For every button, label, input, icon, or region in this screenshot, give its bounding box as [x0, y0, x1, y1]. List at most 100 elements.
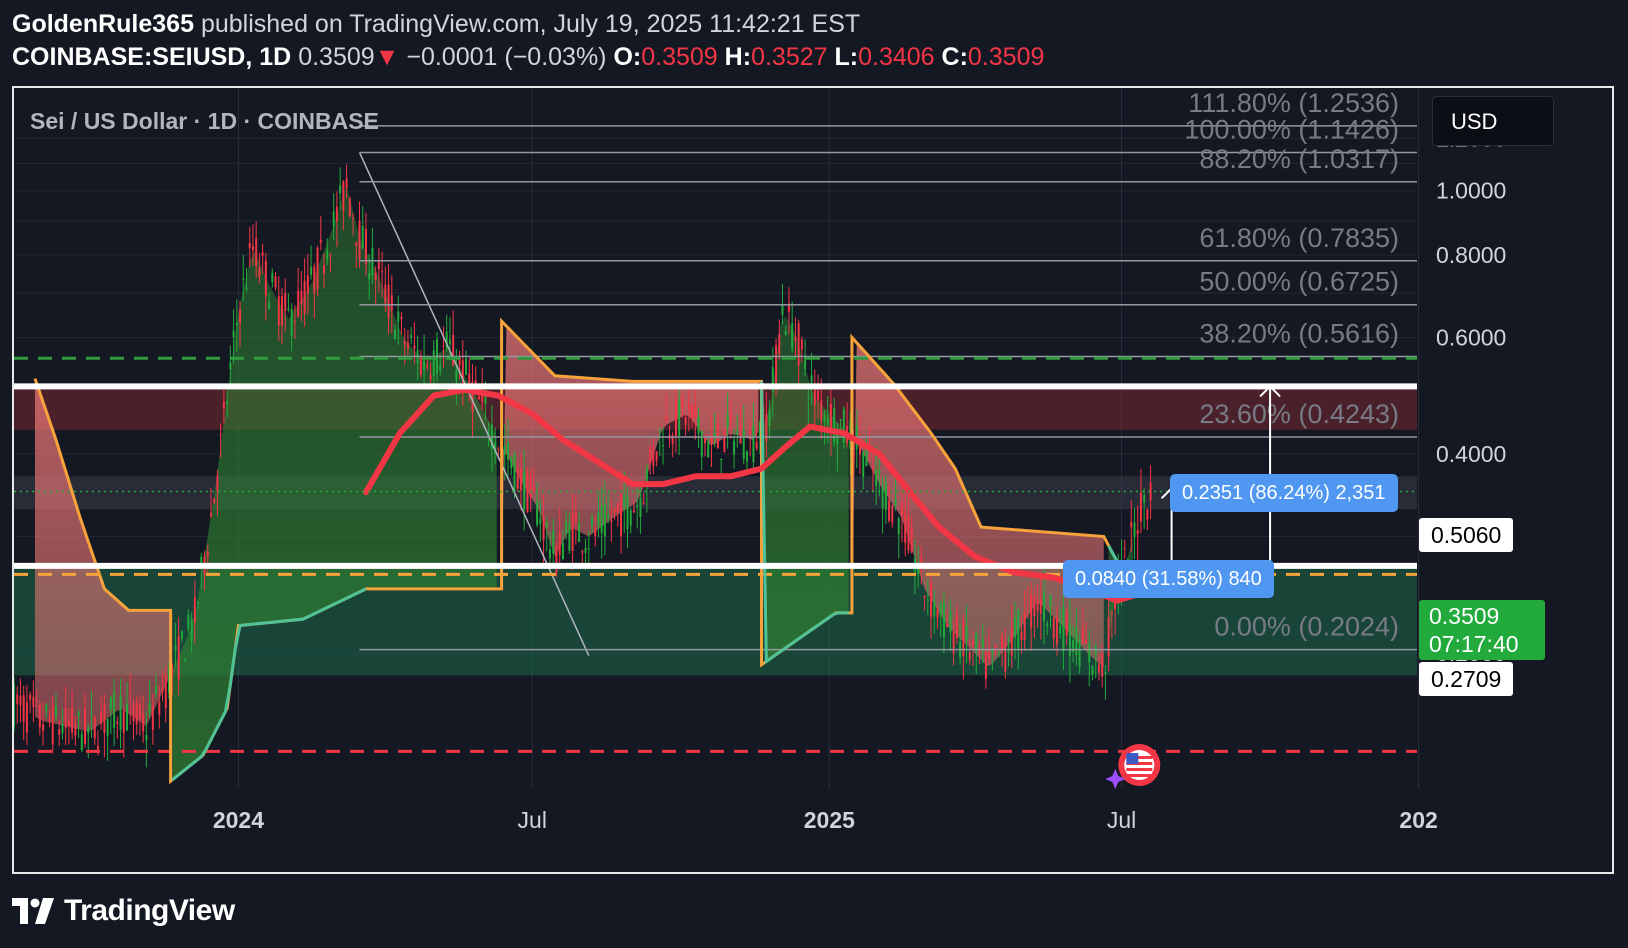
candle-body — [410, 334, 413, 338]
candle-body — [132, 705, 135, 721]
candle-body — [900, 502, 903, 516]
candle-body — [64, 708, 67, 729]
candle-body — [804, 355, 807, 369]
candle-body — [406, 342, 409, 349]
candle-body — [352, 218, 355, 220]
candle-body — [248, 243, 251, 249]
publish-info: published on TradingView.com, July 19, 2… — [194, 10, 861, 38]
candle-body — [403, 341, 406, 345]
candle-body — [200, 556, 203, 564]
candle-body — [684, 417, 687, 426]
candle-body — [1097, 665, 1100, 673]
low-label: L: — [834, 43, 859, 71]
candle-body — [771, 367, 774, 392]
candle-body — [1001, 635, 1004, 651]
candle-body — [519, 469, 522, 491]
candle-body — [1123, 548, 1126, 550]
candle-body — [142, 713, 145, 732]
candle-body — [1059, 626, 1062, 634]
candle-body — [503, 446, 506, 455]
us-flag-event-icon[interactable] — [1105, 744, 1161, 789]
lower-level-price-tag: 0.2709 — [1419, 662, 1514, 696]
fib-trend-line — [358, 152, 590, 656]
candle-body — [833, 407, 836, 443]
candle-body — [316, 247, 319, 290]
candle-body — [358, 220, 361, 260]
candle-body — [858, 438, 861, 455]
fib-level-label: 23.60% (0.4243) — [1199, 399, 1399, 429]
publish-header: GoldenRule365 published on TradingView.c… — [12, 8, 1044, 74]
candle-body — [526, 471, 529, 513]
candle-body — [532, 486, 535, 493]
candle-body — [1130, 521, 1133, 528]
candle-body — [600, 505, 603, 534]
candle-body — [1023, 611, 1026, 641]
candle-body — [151, 706, 154, 730]
candle-body — [765, 414, 768, 442]
candle-body — [968, 651, 971, 660]
open-value: 0.3509 — [641, 43, 718, 71]
candle-body — [297, 290, 300, 317]
candle-body — [936, 609, 939, 619]
measure-label-short[interactable]: 0.0840 (31.58%) 840 — [1063, 560, 1274, 598]
candle-body — [222, 401, 225, 409]
candle-body — [1107, 616, 1110, 657]
close-value: 0.3509 — [967, 43, 1045, 71]
candle-body — [555, 546, 558, 573]
green-trend-fill — [172, 185, 497, 780]
candle-body — [261, 252, 264, 256]
candle-body — [232, 330, 235, 338]
candle-body — [1043, 592, 1046, 621]
candle-body — [155, 686, 158, 694]
candle-body — [22, 695, 25, 722]
candle-body — [1110, 612, 1113, 614]
candle-body — [116, 721, 119, 724]
price-change: −0.0001 (−0.03%) — [406, 43, 607, 71]
candle-body — [645, 468, 648, 487]
candle-body — [875, 469, 878, 487]
fib-level-label: 0.00% (0.2024) — [1214, 612, 1399, 642]
last-price: 0.3509 — [298, 43, 375, 71]
measure-label-long[interactable]: 0.2351 (86.24%) 2,351 — [1170, 474, 1398, 512]
candle-body — [348, 198, 351, 217]
y-axis-tick-label: 1.0000 — [1436, 178, 1506, 204]
candle-body — [426, 365, 429, 368]
candle-body — [1143, 494, 1146, 503]
candle-body — [1007, 650, 1010, 654]
chart-frame[interactable]: 111.80% (1.2536) 100.00% (1.1426) 88.20% (… — [12, 86, 1614, 874]
candle-body — [613, 508, 616, 512]
candles — [14, 164, 1152, 768]
currency-button[interactable]: USD — [1432, 96, 1554, 146]
flag-stripe — [1126, 762, 1153, 765]
candle-body — [1046, 623, 1049, 626]
candle-body — [42, 724, 45, 731]
last-price-value: 0.3509 — [1429, 603, 1500, 629]
candle-body — [216, 475, 219, 492]
moving-average-line — [362, 386, 1140, 604]
candle-body — [161, 689, 164, 693]
candle-body — [778, 334, 781, 354]
candle-body — [84, 708, 87, 744]
candle-body — [374, 272, 377, 280]
candle-body — [1133, 522, 1136, 538]
candle-body — [271, 273, 274, 282]
candle-body — [704, 438, 707, 444]
candle-body — [942, 602, 945, 638]
candle-body — [594, 529, 597, 537]
candle-body — [671, 435, 674, 444]
candle-body — [239, 309, 242, 324]
candle-body — [965, 625, 968, 640]
candle-body — [603, 503, 606, 537]
candle-body — [616, 503, 619, 512]
candle-body — [1146, 509, 1149, 520]
high-label: H: — [724, 43, 752, 71]
candle-body — [587, 548, 590, 550]
candle-body — [658, 429, 661, 431]
candle-body — [197, 602, 200, 604]
candle-body — [642, 503, 645, 505]
candle-body — [281, 296, 284, 326]
candle-body — [106, 718, 109, 737]
candle-body — [455, 370, 458, 381]
author-name[interactable]: GoldenRule365 — [12, 10, 194, 38]
candle-body — [610, 520, 613, 522]
